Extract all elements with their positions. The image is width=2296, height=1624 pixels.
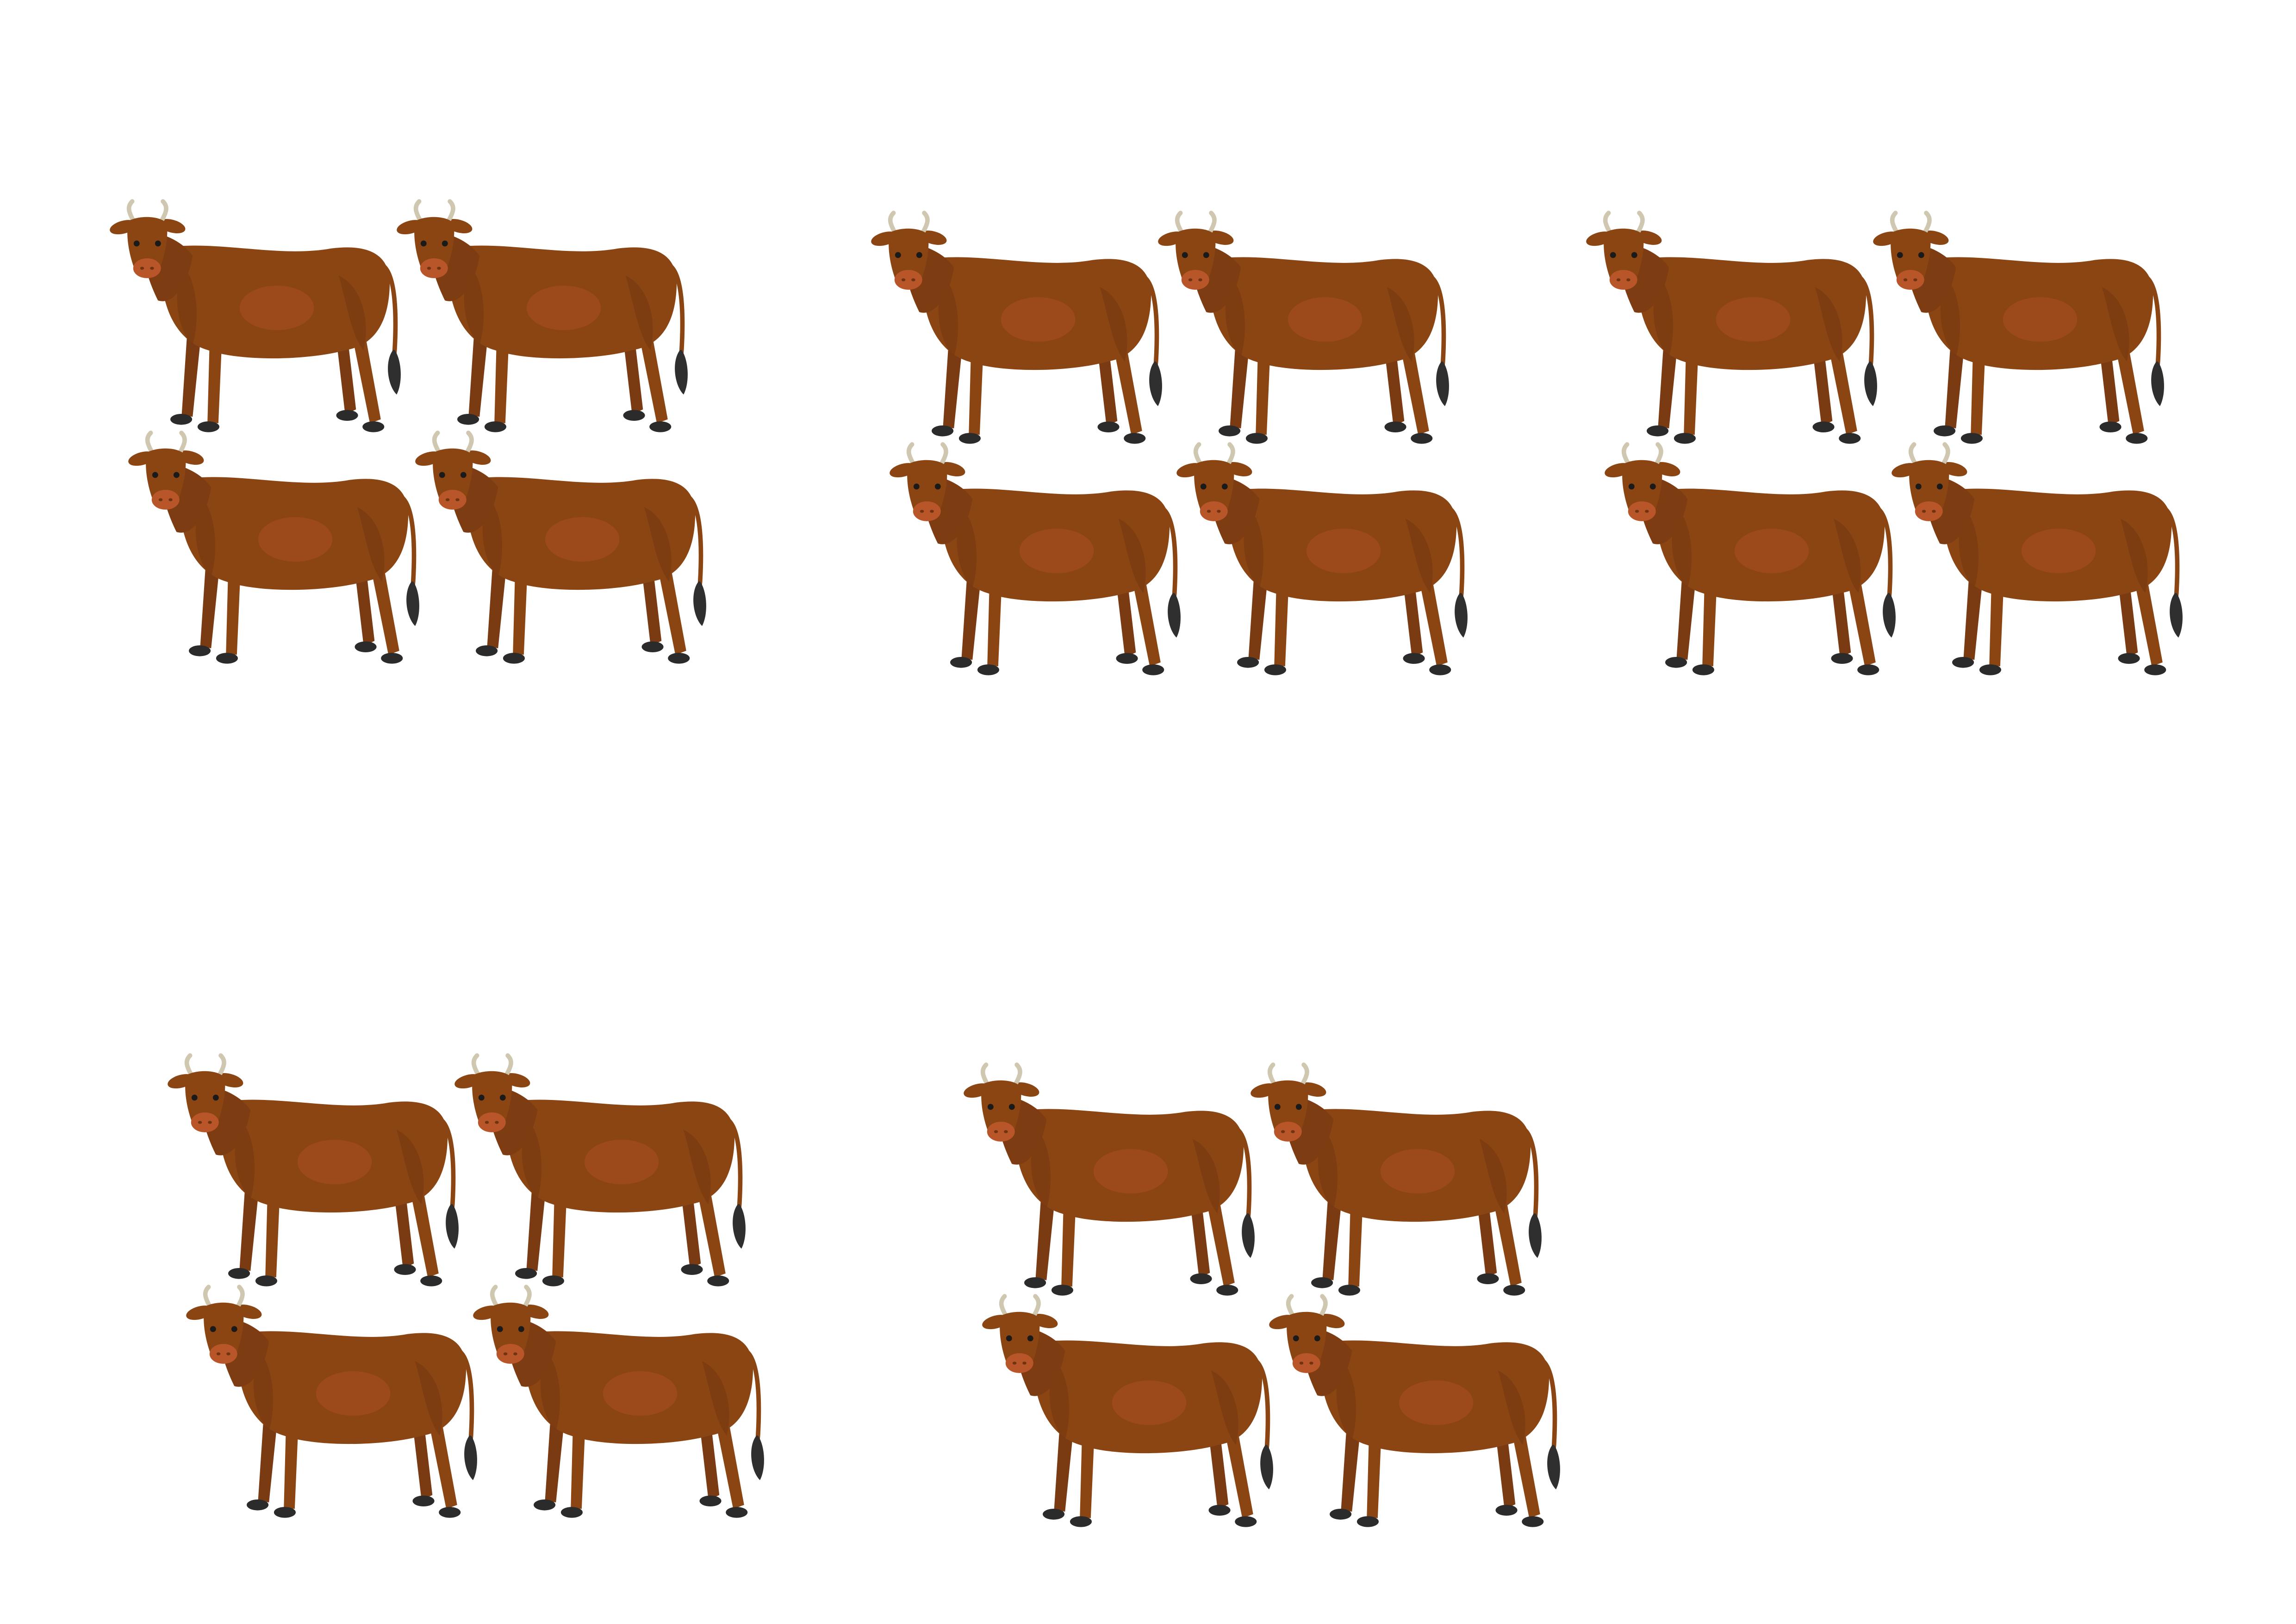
cow-icon — [1249, 1065, 1542, 1296]
cow-icon — [1603, 444, 1896, 675]
cow-icon — [1157, 213, 1449, 444]
cow-icon — [962, 1065, 1255, 1296]
cow-icon — [1268, 1296, 1560, 1527]
cow-group-1 — [108, 201, 706, 664]
cow-icon — [166, 1056, 459, 1287]
cow-icon — [185, 1287, 477, 1518]
cow-group-5 — [962, 1065, 1560, 1527]
cow-icon — [870, 213, 1162, 444]
cow-icon — [1175, 444, 1468, 675]
cow-group-2 — [870, 213, 1468, 675]
cow-icon — [453, 1056, 746, 1287]
cow-icon — [981, 1296, 1273, 1527]
cow-icon — [888, 444, 1181, 675]
cow-groups — [108, 201, 2183, 1527]
cow-icon — [1872, 213, 2164, 444]
cow-icon — [1585, 213, 1877, 444]
cow-group-4 — [166, 1056, 764, 1518]
cow-icon — [1890, 444, 2183, 675]
cow-group-3 — [1585, 213, 2183, 675]
cow-icon — [472, 1287, 764, 1518]
cow-icon — [127, 433, 419, 664]
cow-icon — [395, 201, 688, 432]
cow-icon — [414, 433, 706, 664]
cow-icon — [108, 201, 401, 432]
